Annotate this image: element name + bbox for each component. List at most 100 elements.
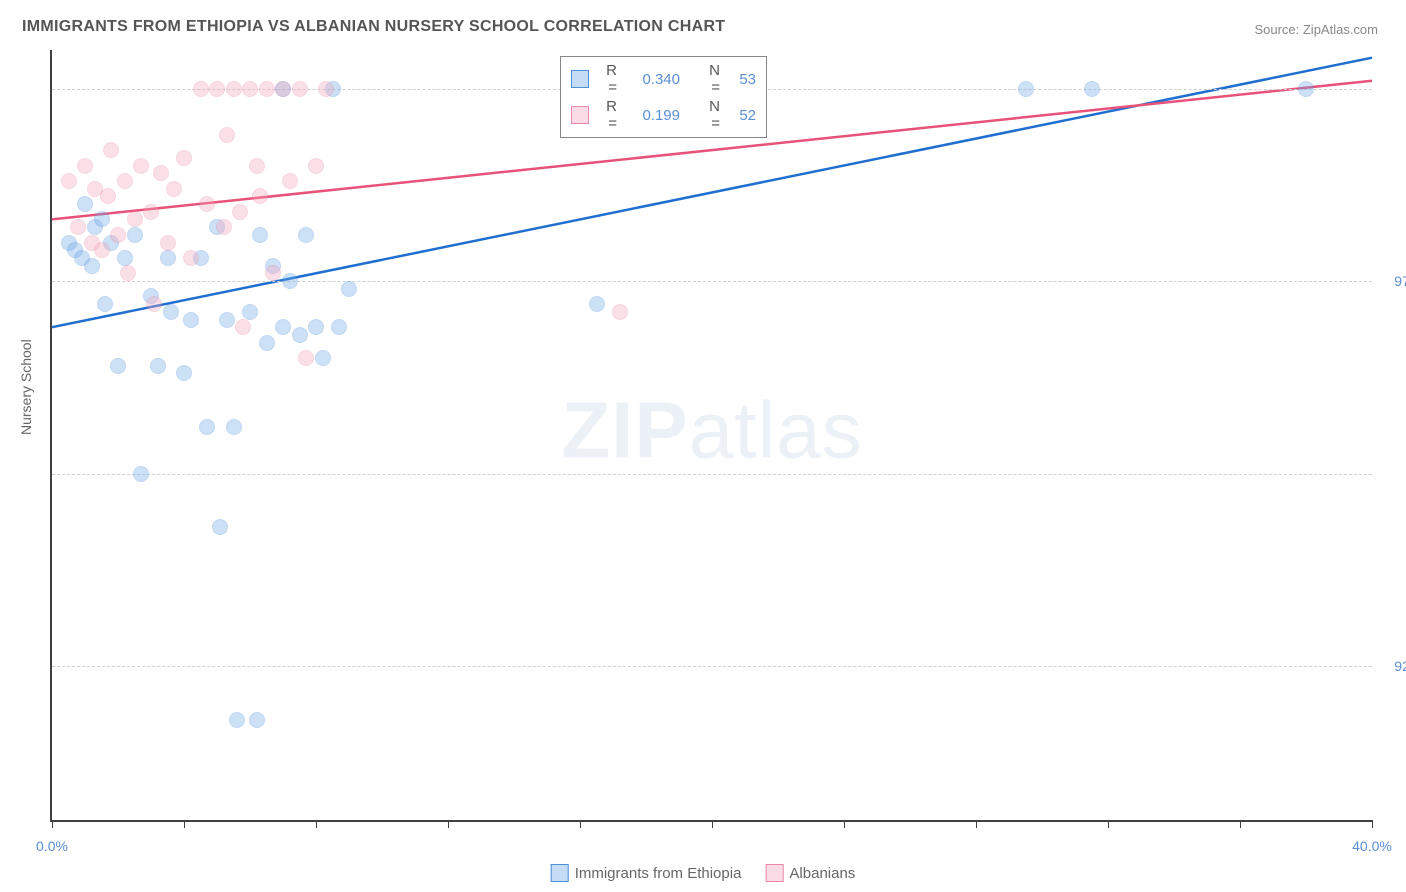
legend-r-value: 0.199 <box>625 107 680 124</box>
scatter-point <box>249 158 265 174</box>
scatter-point <box>226 81 242 97</box>
scatter-point <box>110 358 126 374</box>
scatter-point <box>77 196 93 212</box>
scatter-point <box>77 158 93 174</box>
scatter-point <box>153 165 169 181</box>
scatter-point <box>103 142 119 158</box>
y-tick-label: 92.5% <box>1394 658 1406 674</box>
scatter-point <box>275 319 291 335</box>
scatter-point <box>292 81 308 97</box>
scatter-point <box>127 211 143 227</box>
scatter-point <box>61 173 77 189</box>
scatter-point <box>292 327 308 343</box>
legend-r-label: R = <box>597 62 617 96</box>
scatter-point <box>84 258 100 274</box>
scatter-point <box>282 273 298 289</box>
scatter-point <box>1298 81 1314 97</box>
scatter-point <box>226 419 242 435</box>
x-tick <box>1108 820 1109 828</box>
series-legend: Immigrants from Ethiopia Albanians <box>551 864 856 882</box>
legend-swatch <box>571 70 589 88</box>
scatter-point <box>120 265 136 281</box>
scatter-point <box>100 188 116 204</box>
x-tick <box>976 820 977 828</box>
legend-n-label: N = <box>700 62 720 96</box>
stats-legend: R =0.340N =53R = 0.199 N = 52 <box>560 56 767 138</box>
scatter-point <box>232 204 248 220</box>
scatter-point <box>183 250 199 266</box>
scatter-point <box>117 173 133 189</box>
x-tick <box>184 820 185 828</box>
scatter-point <box>209 81 225 97</box>
legend-swatch <box>571 106 589 124</box>
legend-n-value: 52 <box>728 107 756 124</box>
scatter-point <box>216 219 232 235</box>
scatter-point <box>127 227 143 243</box>
legend-swatch <box>765 864 783 882</box>
scatter-point <box>199 419 215 435</box>
scatter-point <box>298 227 314 243</box>
scatter-point <box>235 319 251 335</box>
scatter-point <box>315 350 331 366</box>
scatter-point <box>212 519 228 535</box>
scatter-point <box>219 312 235 328</box>
gridline <box>52 281 1372 282</box>
scatter-point <box>252 227 268 243</box>
gridline <box>52 666 1372 667</box>
scatter-point <box>133 466 149 482</box>
source-attribution: Source: ZipAtlas.com <box>1254 22 1378 37</box>
y-tick-label: 97.5% <box>1394 273 1406 289</box>
scatter-point <box>612 304 628 320</box>
plot-area: ZIPatlas 92.5%97.5%0.0%40.0% <box>50 50 1372 822</box>
scatter-point <box>70 219 86 235</box>
source-name: ZipAtlas.com <box>1303 22 1378 37</box>
scatter-point <box>282 173 298 189</box>
scatter-point <box>219 127 235 143</box>
chart-title: IMMIGRANTS FROM ETHIOPIA VS ALBANIAN NUR… <box>22 18 725 36</box>
scatter-point <box>193 81 209 97</box>
scatter-point <box>110 227 126 243</box>
x-tick <box>712 820 713 828</box>
source-prefix: Source: <box>1254 22 1302 37</box>
scatter-point <box>298 350 314 366</box>
scatter-point <box>275 81 291 97</box>
scatter-point <box>199 196 215 212</box>
x-tick-label: 40.0% <box>1352 838 1392 854</box>
scatter-point <box>318 81 334 97</box>
scatter-point <box>252 188 268 204</box>
legend-label: Albanians <box>789 865 855 882</box>
scatter-point <box>308 319 324 335</box>
scatter-point <box>341 281 357 297</box>
scatter-point <box>163 304 179 320</box>
legend-label: Immigrants from Ethiopia <box>575 865 742 882</box>
scatter-point <box>331 319 347 335</box>
scatter-point <box>1084 81 1100 97</box>
scatter-point <box>176 365 192 381</box>
scatter-point <box>242 304 258 320</box>
scatter-point <box>160 235 176 251</box>
scatter-point <box>183 312 199 328</box>
legend-n-label: N = <box>700 98 720 132</box>
scatter-point <box>259 81 275 97</box>
scatter-point <box>259 335 275 351</box>
scatter-point <box>160 250 176 266</box>
scatter-point <box>249 712 265 728</box>
legend-swatch <box>551 864 569 882</box>
legend-item: Immigrants from Ethiopia <box>551 864 742 882</box>
scatter-point <box>166 181 182 197</box>
scatter-point <box>589 296 605 312</box>
x-tick <box>52 820 53 828</box>
scatter-point <box>94 242 110 258</box>
scatter-point <box>229 712 245 728</box>
scatter-point <box>117 250 133 266</box>
x-tick <box>1372 820 1373 828</box>
x-tick <box>448 820 449 828</box>
scatter-point <box>150 358 166 374</box>
scatter-point <box>176 150 192 166</box>
stats-legend-row: R =0.199N =52 <box>571 97 756 133</box>
x-tick <box>580 820 581 828</box>
stats-legend-row: R =0.340N =53 <box>571 61 756 97</box>
scatter-point <box>97 296 113 312</box>
y-axis-label: Nursery School <box>18 339 34 435</box>
x-tick-label: 0.0% <box>36 838 68 854</box>
